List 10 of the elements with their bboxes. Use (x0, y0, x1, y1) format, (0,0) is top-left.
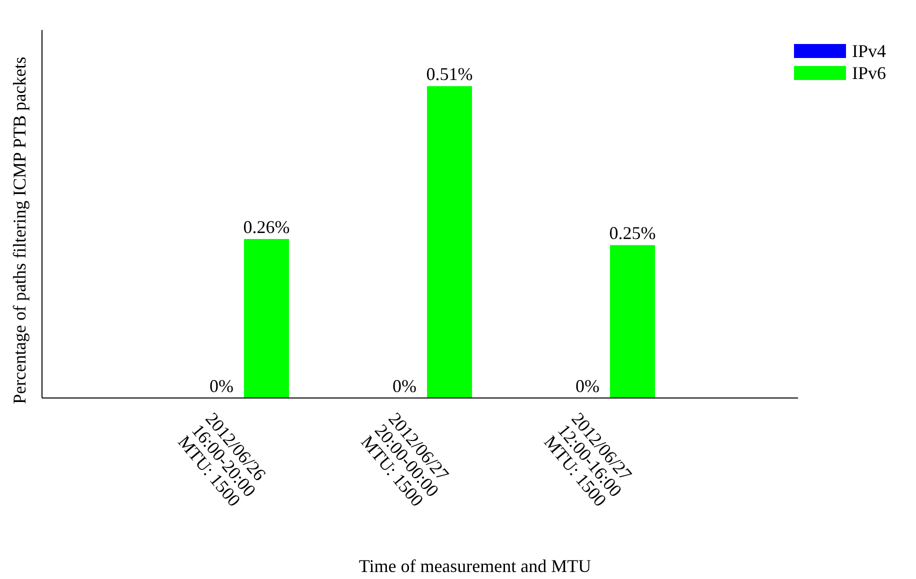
y-axis-title: Percentage of paths filtering ICMP PTB packets (9, 56, 30, 404)
legend-label: IPv6 (852, 62, 886, 84)
legend-label: IPv4 (852, 40, 886, 62)
data-label: 0.26% (243, 217, 290, 238)
data-label: 0.51% (426, 64, 473, 84)
data-label: 0% (392, 376, 416, 396)
data-label: 0.25% (609, 223, 656, 244)
data-label: 0% (210, 376, 234, 396)
data-label: 0% (576, 376, 600, 396)
x-axis-title: Time of measurement and MTU (358, 556, 592, 576)
